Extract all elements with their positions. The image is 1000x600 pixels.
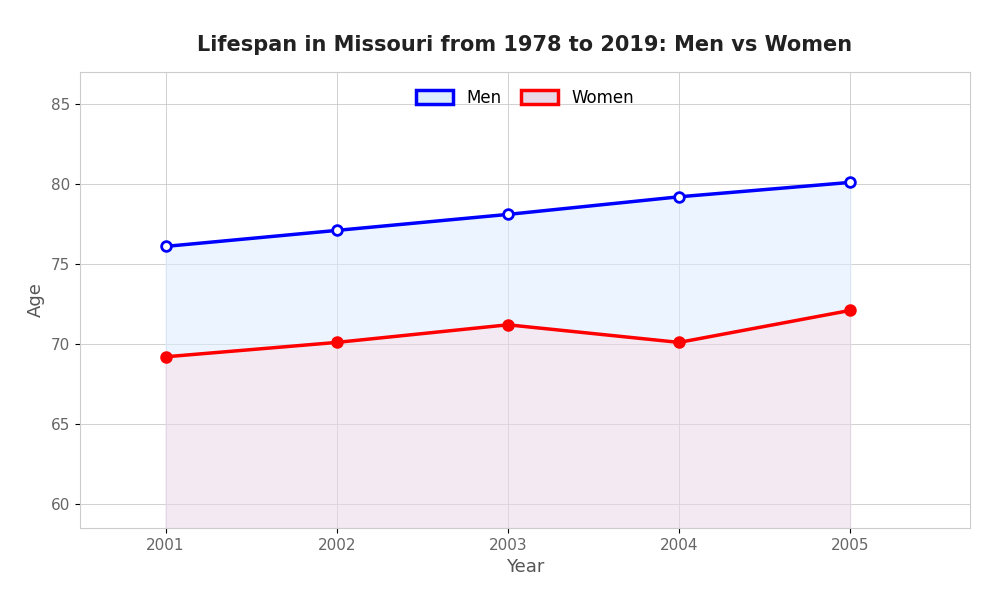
- Legend: Men, Women: Men, Women: [408, 80, 642, 115]
- Y-axis label: Age: Age: [27, 283, 45, 317]
- X-axis label: Year: Year: [506, 558, 544, 576]
- Title: Lifespan in Missouri from 1978 to 2019: Men vs Women: Lifespan in Missouri from 1978 to 2019: …: [197, 35, 853, 55]
